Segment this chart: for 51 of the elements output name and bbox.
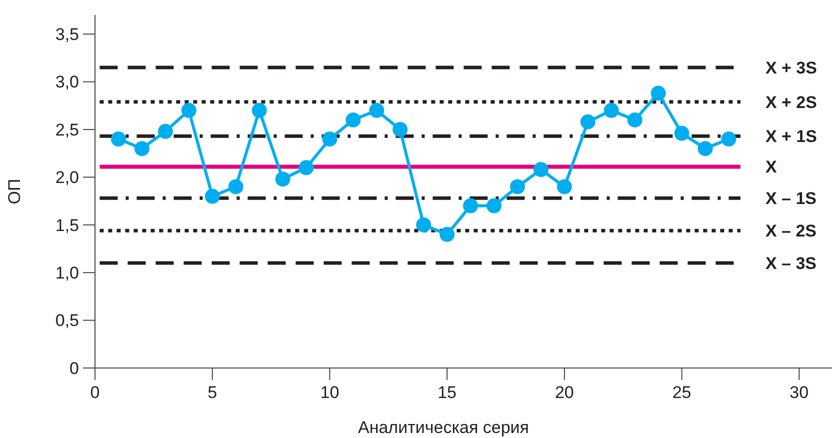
point [533,162,548,178]
ref-line-label: X – 3S [765,254,817,274]
point [440,226,455,242]
x-tick-label: 5 [208,383,218,402]
point [322,132,338,147]
point [369,102,384,118]
y-tick-label: 2,5 [55,120,79,140]
point [674,126,690,141]
point [463,198,478,214]
x-tick-label: 0 [90,383,100,402]
y-tick-label: 2,0 [55,168,79,188]
x-tick-label: 25 [672,383,692,402]
x-tick-label: 10 [320,383,340,402]
y-tick-label: 1,5 [55,216,79,235]
point [486,198,502,214]
point [556,179,572,194]
point [627,112,642,128]
x-tick-label: 30 [790,383,809,402]
point [110,132,126,147]
point [252,102,267,118]
x-tick-label: 15 [438,383,457,402]
y-tick-label: 0,5 [55,311,79,330]
ref-line-label: X + 2S [765,92,817,112]
x-tick-label: 20 [554,383,574,402]
x-axis-title: Аналитическая серия [358,418,529,437]
point [392,122,408,137]
point [275,172,290,187]
point [134,141,150,156]
ref-line-label: X + 3S [765,58,817,78]
y-tick-label: 1,0 [55,264,79,283]
point [650,86,666,101]
point [181,102,196,118]
ref-line-label: X + 1S [765,127,817,146]
point [298,160,314,176]
point [604,102,619,118]
y-tick-label: 3,0 [55,72,79,92]
y-tick-label: 3,5 [55,25,79,44]
point [416,217,432,232]
point [698,141,713,156]
ref-line-label: X – 2S [765,222,817,241]
point [510,179,525,194]
y-axis-title: ОП [5,178,24,204]
point [580,114,596,130]
point [721,132,736,147]
point [346,112,361,128]
point [158,124,173,139]
point [228,179,244,194]
y-tick-label: 0 [70,358,79,378]
point [204,188,220,204]
ref-line-label: X – 1S [765,189,817,208]
ref-line-label: X [765,158,778,177]
